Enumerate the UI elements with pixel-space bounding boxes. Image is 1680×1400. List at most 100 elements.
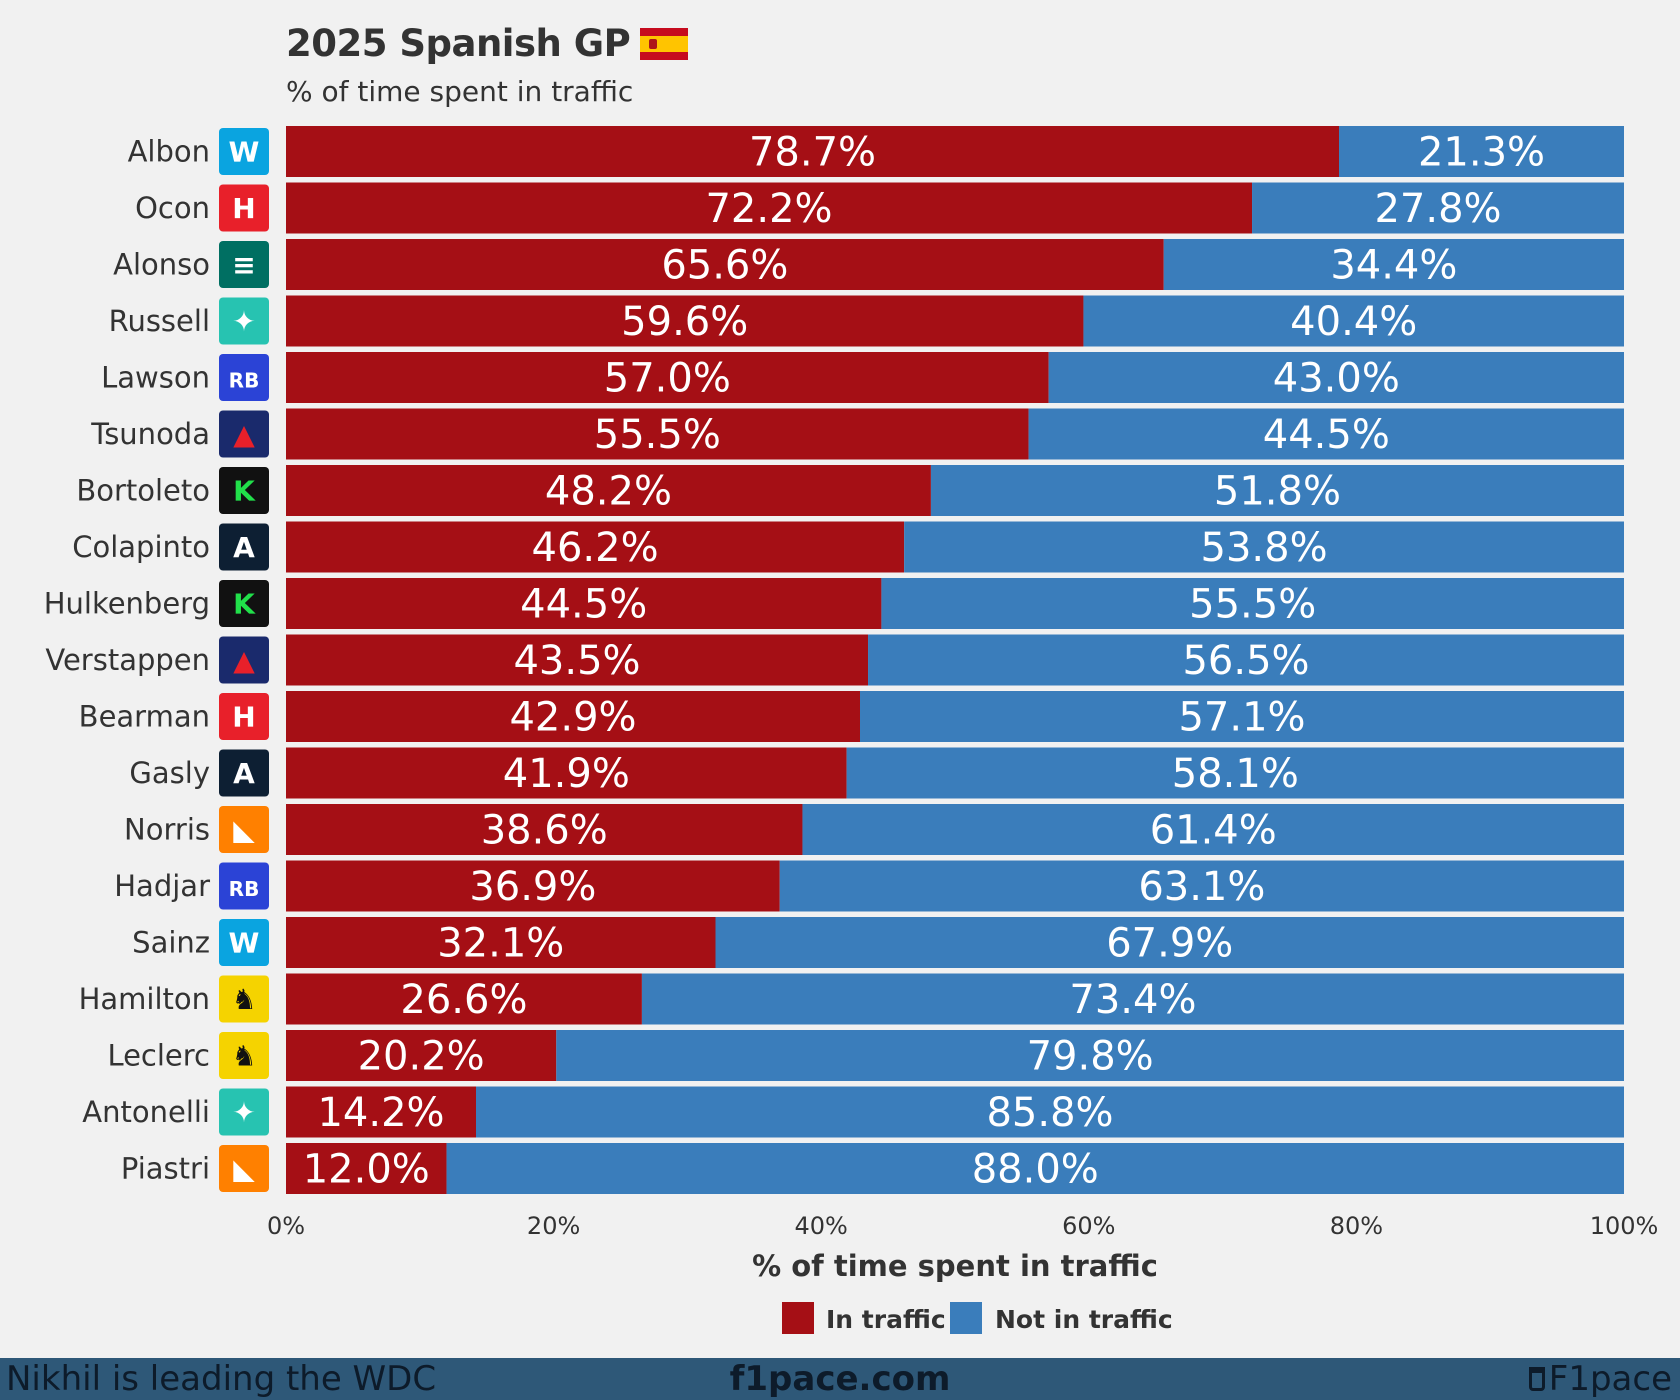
legend-swatch — [782, 1302, 814, 1334]
bar-not-in-traffic[interactable] — [715, 917, 1624, 968]
team-logo-icon — [219, 1032, 269, 1079]
bar-in-traffic[interactable] — [286, 578, 882, 629]
bar-not-in-traffic[interactable] — [1339, 126, 1624, 177]
team-logo-icon — [219, 410, 269, 458]
bar-in-traffic[interactable] — [286, 465, 931, 516]
bar-in-traffic[interactable] — [286, 973, 642, 1025]
bar-in-traffic[interactable] — [286, 804, 803, 855]
bar-not-in-traffic[interactable] — [846, 747, 1624, 799]
team-logo-glyph: A — [233, 757, 255, 790]
x-tick-label: 20% — [527, 1212, 580, 1240]
data-label-in-traffic: 14.2% — [317, 1090, 444, 1136]
driver-label: Antonelli — [82, 1095, 210, 1129]
bar-not-in-traffic[interactable] — [1252, 182, 1624, 234]
driver-label: Russell — [109, 304, 210, 338]
bar-not-in-traffic[interactable] — [475, 1086, 1625, 1138]
bar-not-in-traffic[interactable] — [860, 691, 1624, 742]
bar-not-in-traffic[interactable] — [556, 1030, 1624, 1081]
bar-in-traffic[interactable] — [286, 295, 1084, 347]
driver-label: Bearman — [79, 700, 210, 734]
data-label-not-in-traffic: 57.1% — [1178, 695, 1305, 741]
bar-in-traffic[interactable] — [286, 917, 716, 968]
bar-not-in-traffic[interactable] — [1028, 408, 1624, 460]
chart-header: 2025 Spanish GP % of time spent in traff… — [286, 22, 689, 108]
data-label-in-traffic: 41.9% — [503, 751, 630, 797]
team-logo-icon — [219, 693, 269, 740]
team-logo-glyph: ♞ — [231, 983, 256, 1016]
bar-in-traffic[interactable] — [286, 1086, 476, 1138]
team-logo-glyph: K — [233, 588, 256, 621]
team-logo-icon — [219, 1088, 269, 1136]
data-label-not-in-traffic: 73.4% — [1069, 977, 1196, 1023]
data-label-not-in-traffic: 56.5% — [1182, 638, 1309, 684]
driver-label: Bortoleto — [76, 474, 210, 508]
driver-label: Sainz — [132, 926, 210, 960]
bar-in-traffic[interactable] — [286, 1030, 557, 1081]
data-label-in-traffic: 38.6% — [481, 808, 608, 854]
data-label-not-in-traffic: 21.3% — [1418, 130, 1545, 176]
data-label-not-in-traffic: 40.4% — [1290, 299, 1417, 345]
bar-in-traffic[interactable] — [286, 1143, 447, 1194]
data-label-not-in-traffic: 34.4% — [1330, 243, 1457, 289]
data-label-not-in-traffic: 61.4% — [1150, 808, 1277, 854]
team-logo-icon — [219, 354, 269, 401]
bar-in-traffic[interactable] — [286, 126, 1340, 177]
team-logo-glyph: H — [232, 192, 255, 225]
bar-not-in-traffic[interactable] — [1083, 295, 1624, 347]
bar-not-in-traffic[interactable] — [868, 634, 1624, 686]
bar-in-traffic[interactable] — [286, 408, 1029, 460]
team-logo-icon — [219, 975, 269, 1023]
data-label-not-in-traffic: 67.9% — [1106, 921, 1233, 967]
footer-site-link[interactable]: f1pace.com — [729, 1359, 951, 1399]
team-logo-glyph: H — [232, 701, 255, 734]
data-label-not-in-traffic: 51.8% — [1214, 469, 1341, 515]
bar-not-in-traffic[interactable] — [802, 804, 1624, 855]
team-logo-glyph: ▲ — [233, 644, 255, 677]
bar-not-in-traffic[interactable] — [904, 521, 1624, 573]
data-label-in-traffic: 32.1% — [437, 921, 564, 967]
x-axis-title: % of time spent in traffic — [752, 1249, 1158, 1283]
bar-not-in-traffic[interactable] — [641, 973, 1624, 1025]
bar-not-in-traffic[interactable] — [881, 578, 1624, 629]
data-label-in-traffic: 59.6% — [621, 299, 748, 345]
bar-not-in-traffic[interactable] — [1048, 352, 1624, 403]
driver-label: Leclerc — [107, 1039, 210, 1073]
bar-in-traffic[interactable] — [286, 747, 847, 799]
bar-not-in-traffic[interactable] — [930, 465, 1624, 516]
data-label-in-traffic: 55.5% — [594, 412, 721, 458]
data-label-not-in-traffic: 63.1% — [1138, 864, 1265, 910]
data-label-in-traffic: 78.7% — [749, 130, 876, 176]
team-logo-glyph: W — [229, 136, 260, 169]
team-logo-glyph: ✦ — [232, 1096, 255, 1129]
data-label-in-traffic: 36.9% — [469, 864, 596, 910]
chart-title: 2025 Spanish GP — [286, 22, 631, 65]
bar-in-traffic[interactable] — [286, 860, 780, 912]
team-logo-icon — [219, 297, 269, 345]
x-tick-label: 80% — [1330, 1212, 1383, 1240]
bar-not-in-traffic[interactable] — [1163, 239, 1624, 290]
legend-label: In traffic — [826, 1305, 946, 1334]
footer-bar: Nikhil is leading the WDC f1pace.com F1p… — [0, 1358, 1680, 1400]
team-logo-icon — [219, 467, 269, 514]
bar-not-in-traffic[interactable] — [446, 1143, 1624, 1194]
data-label-not-in-traffic: 55.5% — [1189, 582, 1316, 628]
stacked-bar-chart: 78.7% 21.3% Albon W 72.2% 27.8% Ocon H 65.6% 34.4… — [44, 126, 1658, 1334]
bar-in-traffic[interactable] — [286, 352, 1049, 403]
data-label-in-traffic: 65.6% — [661, 243, 788, 289]
bar-not-in-traffic[interactable] — [779, 860, 1624, 912]
team-logo-icon — [219, 580, 269, 627]
bar-in-traffic[interactable] — [286, 521, 905, 573]
data-label-not-in-traffic: 85.8% — [986, 1090, 1113, 1136]
bar-in-traffic[interactable] — [286, 239, 1164, 290]
team-logo-icon — [219, 523, 269, 571]
data-label-not-in-traffic: 79.8% — [1027, 1034, 1154, 1080]
bar-in-traffic[interactable] — [286, 691, 861, 742]
driver-label: Alonso — [113, 248, 210, 282]
legend-swatch — [950, 1302, 982, 1334]
bar-in-traffic[interactable] — [286, 182, 1253, 234]
data-label-not-in-traffic: 88.0% — [972, 1147, 1099, 1193]
data-label-in-traffic: 57.0% — [604, 356, 731, 402]
bar-in-traffic[interactable] — [286, 634, 869, 686]
team-logo-glyph: ✦ — [232, 305, 255, 338]
team-logo-glyph: ≡ — [232, 249, 255, 282]
